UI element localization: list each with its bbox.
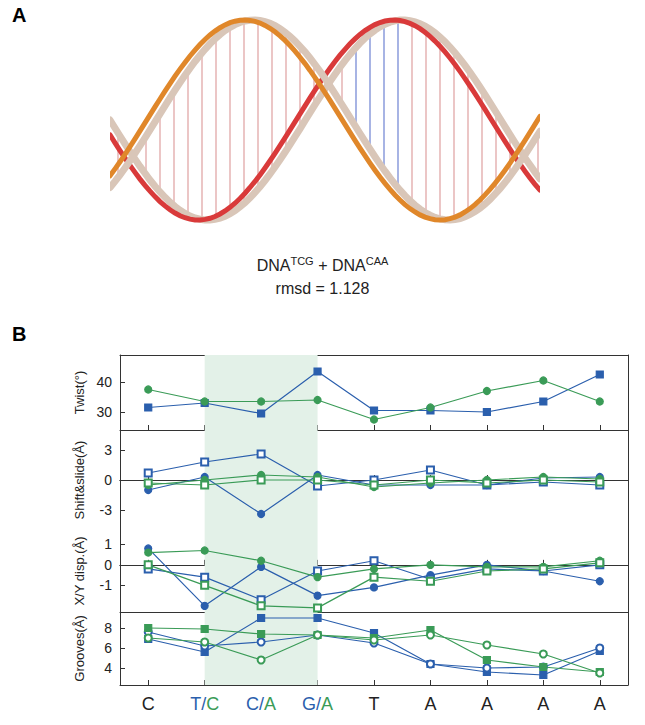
- html-text:rmsd = 1.128: rmsd = 1.128: [275, 280, 370, 297]
- svg-text:30: 30: [96, 404, 112, 420]
- svg-text:Shift&slide(Å): Shift&slide(Å): [72, 441, 87, 520]
- svg-text:T: T: [190, 694, 201, 714]
- svg-text:0: 0: [104, 472, 112, 488]
- svg-text:B: B: [12, 323, 26, 345]
- svg-text:C: C: [206, 694, 219, 714]
- html-text:A: A: [12, 4, 27, 26]
- html-text:DNATCG+ DNACAA: DNATCG+ DNACAA: [256, 255, 389, 275]
- svg-text:40: 40: [96, 374, 112, 390]
- svg-text:A: A: [481, 694, 493, 714]
- svg-text:Grooves(Å): Grooves(Å): [72, 615, 87, 681]
- svg-text:A: A: [264, 694, 276, 714]
- svg-text:C: C: [142, 694, 155, 714]
- svg-text:C: C: [246, 694, 259, 714]
- svg-text:-1: -1: [100, 577, 113, 593]
- svg-text:A: A: [537, 694, 549, 714]
- svg-text:4: 4: [104, 660, 112, 676]
- svg-text:T: T: [369, 694, 380, 714]
- svg-text:A: A: [321, 694, 333, 714]
- svg-text:6: 6: [104, 640, 112, 656]
- svg-text:X/Y disp.(Å): X/Y disp.(Å): [72, 536, 87, 605]
- svg-text:A: A: [594, 694, 606, 714]
- svg-text:G: G: [302, 694, 316, 714]
- svg-text:A: A: [424, 694, 436, 714]
- svg-text:-3: -3: [100, 502, 113, 518]
- svg-text:3: 3: [104, 442, 112, 458]
- svg-text:8: 8: [104, 620, 112, 636]
- svg-text:Twist(°): Twist(°): [72, 371, 87, 414]
- svg-text:1: 1: [104, 536, 112, 552]
- svg-text:0: 0: [104, 557, 112, 573]
